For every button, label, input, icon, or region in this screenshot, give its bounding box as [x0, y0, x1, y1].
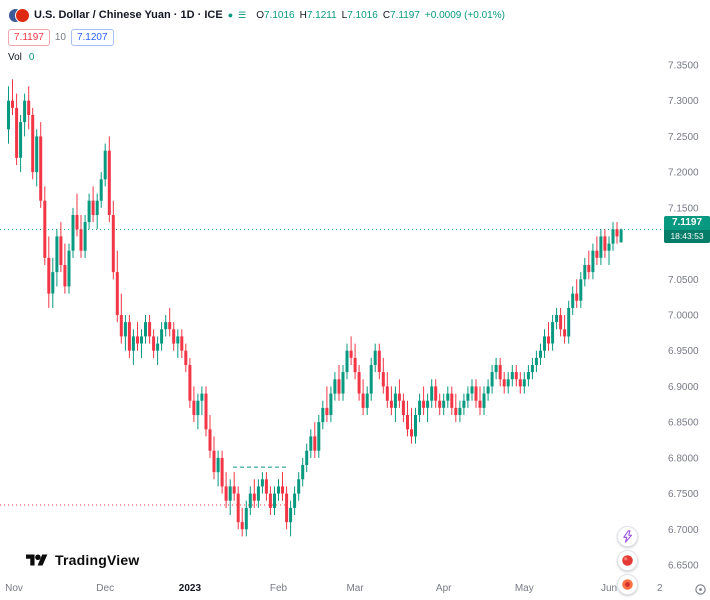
- low-label: L: [341, 9, 348, 21]
- ohlc-readout: O7.1016 H7.1211 L7.1016 C7.1197 +0.0009 …: [256, 10, 505, 21]
- svg-text:7.0500: 7.0500: [668, 275, 699, 286]
- last-price-label[interactable]: 7.1197 18:43:53: [664, 216, 710, 243]
- cn-flag-circle-icon: [15, 8, 30, 23]
- bar-countdown: 18:43:53: [664, 230, 710, 243]
- symbol-title[interactable]: U.S. Dollar / Chinese Yuan · 1D · ICE: [34, 9, 223, 21]
- close-value: 7.1197: [390, 9, 420, 21]
- volume-label: Vol: [8, 52, 22, 63]
- volume-value: 0: [28, 52, 35, 63]
- price-scale[interactable]: 7.3500 7.3000 7.2500 7.2000 7.1500 7.0500 7.00…: [668, 61, 699, 572]
- time-scale[interactable]: Nov Dec 2023 Feb Mar Apr May Jun 2: [5, 583, 663, 594]
- svg-text:May: May: [515, 583, 534, 594]
- emoji-icon: [622, 579, 633, 590]
- lightning-icon: [623, 530, 633, 543]
- candles-layer: [7, 79, 623, 537]
- visibility-dot-icon[interactable]: ●: [227, 10, 234, 20]
- svg-text:6.6500: 6.6500: [668, 561, 699, 572]
- svg-text:Dec: Dec: [96, 583, 114, 594]
- spread-value: 10: [54, 32, 66, 43]
- open-label: O: [256, 9, 264, 21]
- svg-text:7.2000: 7.2000: [668, 168, 699, 179]
- svg-text:7.0000: 7.0000: [668, 311, 699, 322]
- close-label: C: [382, 9, 391, 21]
- svg-text:6.8000: 6.8000: [668, 453, 699, 464]
- svg-text:2: 2: [657, 583, 663, 594]
- svg-text:2023: 2023: [179, 583, 202, 594]
- volume-legend[interactable]: Vol 0: [8, 52, 505, 63]
- ask-price-badge[interactable]: 7.1207: [70, 29, 114, 46]
- svg-text:7.1500: 7.1500: [668, 203, 699, 214]
- bid-price-badge[interactable]: 7.1197: [8, 29, 50, 46]
- svg-text:6.7000: 6.7000: [668, 525, 699, 536]
- red-ball-icon: [622, 555, 633, 566]
- change-value: +0.0009 (+0.01%): [424, 9, 505, 21]
- chart-legend: U.S. Dollar / Chinese Yuan · 1D · ICE ● …: [8, 6, 505, 63]
- brand-text: TradingView: [55, 552, 140, 568]
- low-value: 7.1016: [347, 9, 378, 21]
- quick-actions: [617, 526, 638, 595]
- open-value: 7.1016: [263, 9, 295, 21]
- svg-text:6.7500: 6.7500: [668, 489, 699, 500]
- scale-settings-button[interactable]: [694, 583, 707, 599]
- svg-text:Apr: Apr: [436, 583, 452, 594]
- svg-text:Jun: Jun: [601, 583, 617, 594]
- tradingview-mark-icon: [26, 554, 48, 566]
- svg-text:6.8500: 6.8500: [668, 418, 699, 429]
- svg-text:7.3500: 7.3500: [668, 61, 699, 72]
- svg-text:6.9000: 6.9000: [668, 382, 699, 393]
- scale-settings-icon: [695, 584, 706, 595]
- last-price-value: 7.1197: [671, 217, 703, 228]
- svg-text:Mar: Mar: [346, 583, 364, 594]
- svg-text:7.3000: 7.3000: [668, 96, 699, 107]
- svg-text:Feb: Feb: [270, 583, 288, 594]
- reactions-button[interactable]: [617, 550, 638, 571]
- legend-menu-icon[interactable]: ☰: [238, 10, 247, 20]
- emoji-button[interactable]: [617, 574, 638, 595]
- svg-text:Nov: Nov: [5, 583, 23, 594]
- symbol-logo: [8, 8, 30, 23]
- high-label: H: [299, 9, 307, 21]
- tradingview-logo-link[interactable]: TradingView: [26, 552, 139, 568]
- svg-text:6.9500: 6.9500: [668, 346, 699, 357]
- drawing-lines: [0, 229, 663, 506]
- svg-text:7.2500: 7.2500: [668, 132, 699, 143]
- high-value: 7.1211: [306, 9, 337, 21]
- lightning-button[interactable]: [617, 526, 638, 547]
